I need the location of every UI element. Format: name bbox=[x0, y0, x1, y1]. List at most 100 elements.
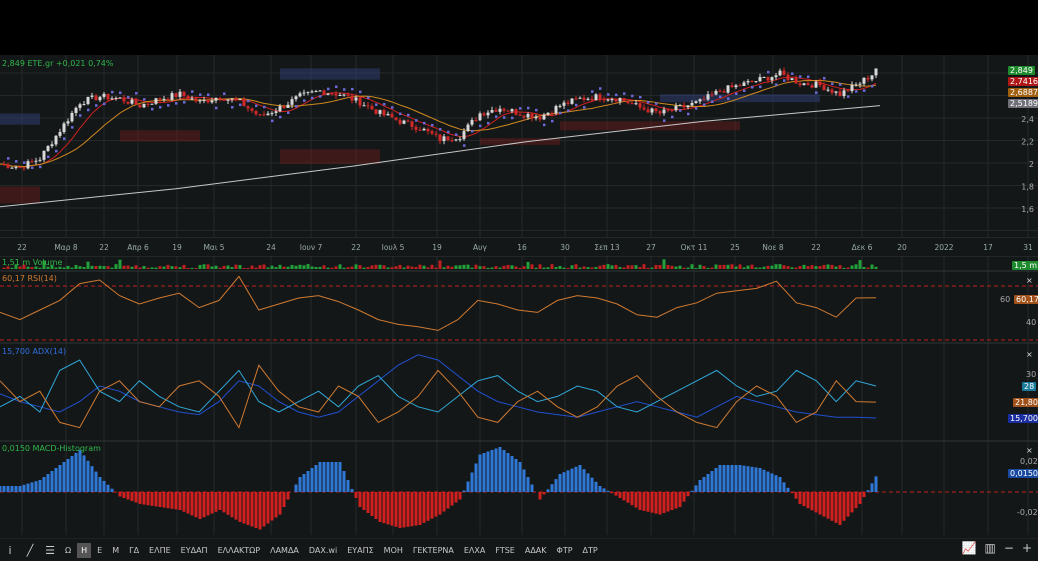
toolbar-item[interactable]: ΛΑΜΔΑ bbox=[270, 545, 299, 555]
toolbar-item[interactable]: FTSE bbox=[495, 545, 515, 555]
pencil-icon[interactable]: ╱ bbox=[26, 543, 34, 557]
macd-histogram-bar bbox=[110, 488, 114, 492]
info-icon[interactable]: i bbox=[8, 543, 12, 557]
zoom-out-icon[interactable]: − bbox=[1003, 541, 1014, 555]
macd-histogram-bar bbox=[350, 489, 354, 492]
sar-dot bbox=[223, 92, 226, 95]
sar-dot bbox=[143, 98, 146, 101]
volume-bar bbox=[334, 266, 338, 269]
candle-body bbox=[234, 98, 238, 101]
sar-dot bbox=[327, 87, 330, 91]
toolbar-item[interactable]: ΔΤΡ bbox=[582, 545, 598, 555]
sar-dot bbox=[599, 87, 602, 90]
toolbar-item[interactable]: ΑΔΑΚ bbox=[524, 545, 547, 555]
candle-body bbox=[678, 105, 682, 107]
candle-body bbox=[674, 105, 678, 111]
macd-histogram-bar bbox=[230, 492, 234, 518]
candle-body bbox=[634, 103, 638, 105]
sar-dot bbox=[583, 106, 586, 109]
macd-histogram-bar bbox=[714, 468, 718, 492]
candle-body bbox=[854, 84, 858, 86]
macd-histogram-bar bbox=[626, 492, 630, 503]
toolbar-item[interactable]: ΕΛΠΕ bbox=[149, 545, 171, 555]
candle-body bbox=[818, 81, 822, 86]
plus-di-line bbox=[0, 359, 877, 413]
chart-canvas[interactable]: 22 Μαρ 8 22 Απρ 6 19 Μαι 5 24 Ιουν 7 22 Ιουλ 5 19 Α… bbox=[0, 55, 1038, 538]
macd-histogram-bar bbox=[374, 492, 378, 519]
indicators-icon[interactable]: 📈 bbox=[961, 541, 977, 555]
macd-histogram-bar bbox=[802, 492, 806, 507]
volume-bar bbox=[526, 261, 530, 269]
macd-histogram-bar bbox=[466, 481, 470, 492]
macd-histogram-bar bbox=[630, 492, 634, 506]
macd-histogram-bar bbox=[490, 450, 494, 492]
macd-histogram-bar bbox=[530, 484, 534, 492]
macd-histogram-bar bbox=[370, 492, 374, 516]
candle-body bbox=[186, 96, 190, 100]
toolbar-item[interactable]: ΓΔ bbox=[129, 545, 140, 555]
volume-bar bbox=[674, 266, 678, 269]
macd-close-icon[interactable]: × bbox=[1026, 446, 1033, 455]
macd-histogram-bar bbox=[234, 492, 238, 520]
sar-dot bbox=[87, 108, 90, 112]
macd-histogram-bar bbox=[510, 456, 514, 492]
toolbar-item[interactable]: ΕΥΑΠΣ bbox=[347, 545, 374, 555]
macd-histogram-bar bbox=[378, 492, 382, 522]
candle-body bbox=[694, 101, 698, 104]
candle-body bbox=[562, 102, 566, 106]
toolbar-item[interactable]: ΜΟΗ bbox=[383, 545, 403, 555]
macd-histogram-bar bbox=[694, 485, 698, 492]
macd-histogram-bar bbox=[558, 474, 562, 492]
toolbar-item[interactable]: Ε bbox=[97, 545, 103, 555]
candle-body bbox=[158, 98, 162, 100]
toolbar-item[interactable]: ΕΛΧΑ bbox=[463, 545, 486, 555]
macd-histogram-bar bbox=[718, 465, 722, 492]
toolbar-item[interactable]: ΕΛΛΑΚΤΩΡ bbox=[217, 545, 261, 555]
macd-histogram-bar bbox=[78, 450, 82, 492]
macd-histogram-bar bbox=[414, 492, 418, 526]
candle-body bbox=[306, 91, 310, 93]
volume-bar bbox=[390, 267, 394, 269]
bar-chart-icon[interactable]: ▥ bbox=[984, 541, 996, 555]
candle-body bbox=[294, 96, 298, 100]
sar-dot bbox=[727, 97, 730, 100]
sar-dot bbox=[703, 103, 706, 106]
price-tag: 2,7416 bbox=[1008, 77, 1038, 86]
candle-body bbox=[810, 85, 814, 88]
toolbar-item[interactable]: ΕΥΔΑΠ bbox=[180, 545, 208, 555]
toolbar-item[interactable]: Ω bbox=[65, 545, 72, 555]
candle-body bbox=[278, 106, 282, 112]
sar-dot bbox=[175, 102, 178, 105]
toolbar-item[interactable]: Η bbox=[77, 542, 92, 558]
macd-histogram-bar bbox=[2, 486, 6, 492]
macd-histogram-bar bbox=[338, 462, 342, 492]
candle-body bbox=[570, 98, 574, 104]
volume-bar bbox=[10, 267, 14, 269]
toolbar-item[interactable]: ΓΕΚΤΕΡΝΑ bbox=[412, 545, 454, 555]
zoom-in-icon[interactable]: + bbox=[1021, 541, 1032, 555]
macd-histogram-bar bbox=[366, 492, 370, 513]
sar-dot bbox=[615, 93, 618, 97]
x-tick-label: 31 bbox=[1023, 243, 1033, 252]
rsi-close-icon[interactable]: × bbox=[1026, 276, 1033, 285]
volume-bar bbox=[278, 264, 282, 269]
lines-icon[interactable]: ☰ bbox=[45, 543, 55, 557]
price-tick-label: 2,2 bbox=[1021, 138, 1034, 147]
toolbar-item[interactable]: ΦΤΡ bbox=[556, 545, 573, 555]
volume-bar bbox=[174, 266, 178, 269]
adx-close-icon[interactable]: × bbox=[1026, 350, 1033, 359]
candle-body bbox=[574, 98, 578, 100]
candle-body bbox=[98, 96, 102, 101]
volume-bar bbox=[38, 267, 42, 269]
candle-body bbox=[222, 99, 226, 101]
sar-dot bbox=[871, 84, 874, 88]
volume-bar bbox=[618, 267, 622, 269]
candle-body bbox=[358, 97, 362, 106]
toolbar-item[interactable]: DAX.wi bbox=[308, 545, 338, 555]
macd-histogram-bar bbox=[410, 492, 414, 527]
candle-body bbox=[702, 99, 706, 101]
candle-body bbox=[518, 114, 522, 116]
macd-histogram-bar bbox=[326, 462, 330, 492]
toolbar-item[interactable]: Μ bbox=[112, 545, 120, 555]
x-tick-label: Απρ 6 bbox=[127, 243, 149, 252]
